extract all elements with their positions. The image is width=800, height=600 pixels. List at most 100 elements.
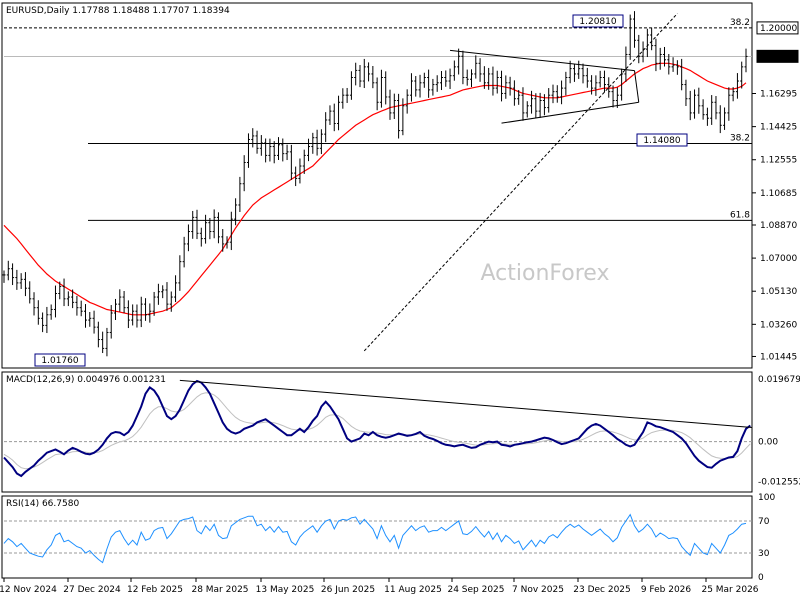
price-bar bbox=[693, 89, 697, 119]
price-bar bbox=[41, 312, 45, 333]
price-bar bbox=[654, 38, 658, 72]
price-bar bbox=[594, 75, 598, 96]
price-bar bbox=[431, 78, 435, 96]
price-bar bbox=[294, 166, 298, 187]
price-bar bbox=[392, 93, 396, 119]
price-bar bbox=[66, 291, 70, 307]
price-bar bbox=[675, 60, 679, 75]
price-bar bbox=[461, 50, 465, 85]
price-bar bbox=[75, 295, 79, 316]
price-bar bbox=[2, 270, 6, 283]
price-bar bbox=[246, 133, 250, 168]
price-bar bbox=[534, 93, 538, 118]
price-bar bbox=[427, 69, 431, 98]
price-bar bbox=[324, 112, 328, 143]
price-bar bbox=[637, 34, 641, 64]
price-bar bbox=[671, 57, 675, 72]
price-bar bbox=[379, 69, 383, 108]
price-callout: 1.20810 bbox=[572, 14, 624, 28]
date-label: 27 Dec 2024 bbox=[63, 585, 121, 595]
price-bar bbox=[375, 77, 379, 111]
price-bar bbox=[221, 229, 225, 252]
price-bar bbox=[564, 71, 568, 96]
fib-label: 61.8 bbox=[730, 210, 750, 220]
price-bar bbox=[615, 87, 619, 108]
price-tick-label: 1.12555 bbox=[760, 156, 797, 166]
price-bar bbox=[101, 331, 105, 354]
macd-signal-line bbox=[3, 392, 751, 470]
price-bar bbox=[88, 312, 92, 327]
price-bar bbox=[710, 95, 714, 125]
price-bar bbox=[611, 85, 615, 108]
price-bar bbox=[530, 90, 534, 114]
price-bar bbox=[572, 63, 576, 82]
price-bar bbox=[512, 80, 516, 106]
macd-label: MACD(12,26,9) 0.004976 0.001231 bbox=[6, 375, 166, 385]
price-bar bbox=[538, 92, 542, 118]
price-bar bbox=[238, 176, 242, 212]
rsi-tick-label: 100 bbox=[758, 493, 775, 503]
price-bar bbox=[470, 69, 474, 88]
price-bar bbox=[169, 291, 173, 312]
price-bar bbox=[418, 74, 422, 98]
macd-tick-label: -0.012552 bbox=[758, 478, 800, 488]
price-bar bbox=[491, 66, 495, 96]
price-tick-label: 1.16295 bbox=[760, 90, 797, 100]
price-bar bbox=[234, 198, 238, 226]
price-bar bbox=[11, 263, 15, 286]
macd-trend-line bbox=[179, 379, 753, 429]
price-bar bbox=[212, 209, 216, 239]
price-bar bbox=[311, 132, 315, 154]
price-bar bbox=[577, 60, 581, 79]
price-bar bbox=[349, 71, 353, 100]
date-label: 9 Feb 2026 bbox=[641, 585, 692, 595]
price-bar bbox=[242, 155, 246, 192]
price-tick-label: 1.14425 bbox=[760, 123, 797, 133]
price-bar bbox=[723, 107, 727, 130]
price-bar bbox=[118, 289, 122, 312]
price-bar bbox=[354, 62, 358, 86]
price-bar bbox=[405, 89, 409, 114]
price-bar bbox=[319, 129, 323, 155]
price-bar bbox=[114, 298, 118, 320]
price-bar bbox=[452, 60, 456, 81]
price-bar bbox=[298, 158, 302, 184]
price-bar bbox=[744, 48, 748, 73]
date-label: 26 Jun 2025 bbox=[321, 585, 375, 595]
price-bar bbox=[165, 282, 169, 311]
price-bar bbox=[560, 80, 564, 105]
price-bar bbox=[409, 73, 413, 102]
price-bar bbox=[735, 73, 739, 99]
price-bar bbox=[624, 46, 628, 82]
price-bar bbox=[272, 141, 276, 164]
moving-average-line bbox=[3, 62, 747, 316]
callout-text: 1.01760 bbox=[41, 356, 78, 366]
price-bar bbox=[663, 46, 667, 67]
watermark: ActionForex bbox=[481, 261, 610, 286]
date-label: 12 Nov 2024 bbox=[0, 585, 57, 595]
price-bar bbox=[714, 96, 718, 120]
price-bar bbox=[482, 66, 486, 89]
macd-tick-label: 0.00 bbox=[758, 438, 778, 448]
price-bar bbox=[264, 138, 268, 163]
callout-text: 1.20810 bbox=[579, 17, 616, 27]
price-bar bbox=[422, 72, 426, 88]
price-bar bbox=[71, 289, 75, 309]
price-bar bbox=[49, 304, 53, 320]
price-bar bbox=[96, 321, 100, 348]
price-bar bbox=[341, 88, 345, 109]
price-bar bbox=[15, 269, 19, 290]
price-bar bbox=[45, 306, 49, 334]
fib-label: 38.2 bbox=[730, 134, 750, 144]
date-label: 24 Sep 2025 bbox=[447, 585, 504, 595]
price-bar bbox=[204, 214, 208, 244]
price-tick-label: 1.05130 bbox=[760, 287, 797, 297]
trend-line bbox=[633, 70, 640, 103]
price-bar bbox=[371, 65, 375, 89]
date-label: 7 Nov 2025 bbox=[512, 585, 564, 595]
fib-label: 38.2 bbox=[730, 18, 750, 28]
price-bar bbox=[465, 69, 469, 86]
price-bar bbox=[251, 128, 255, 148]
price-bar bbox=[53, 285, 57, 318]
